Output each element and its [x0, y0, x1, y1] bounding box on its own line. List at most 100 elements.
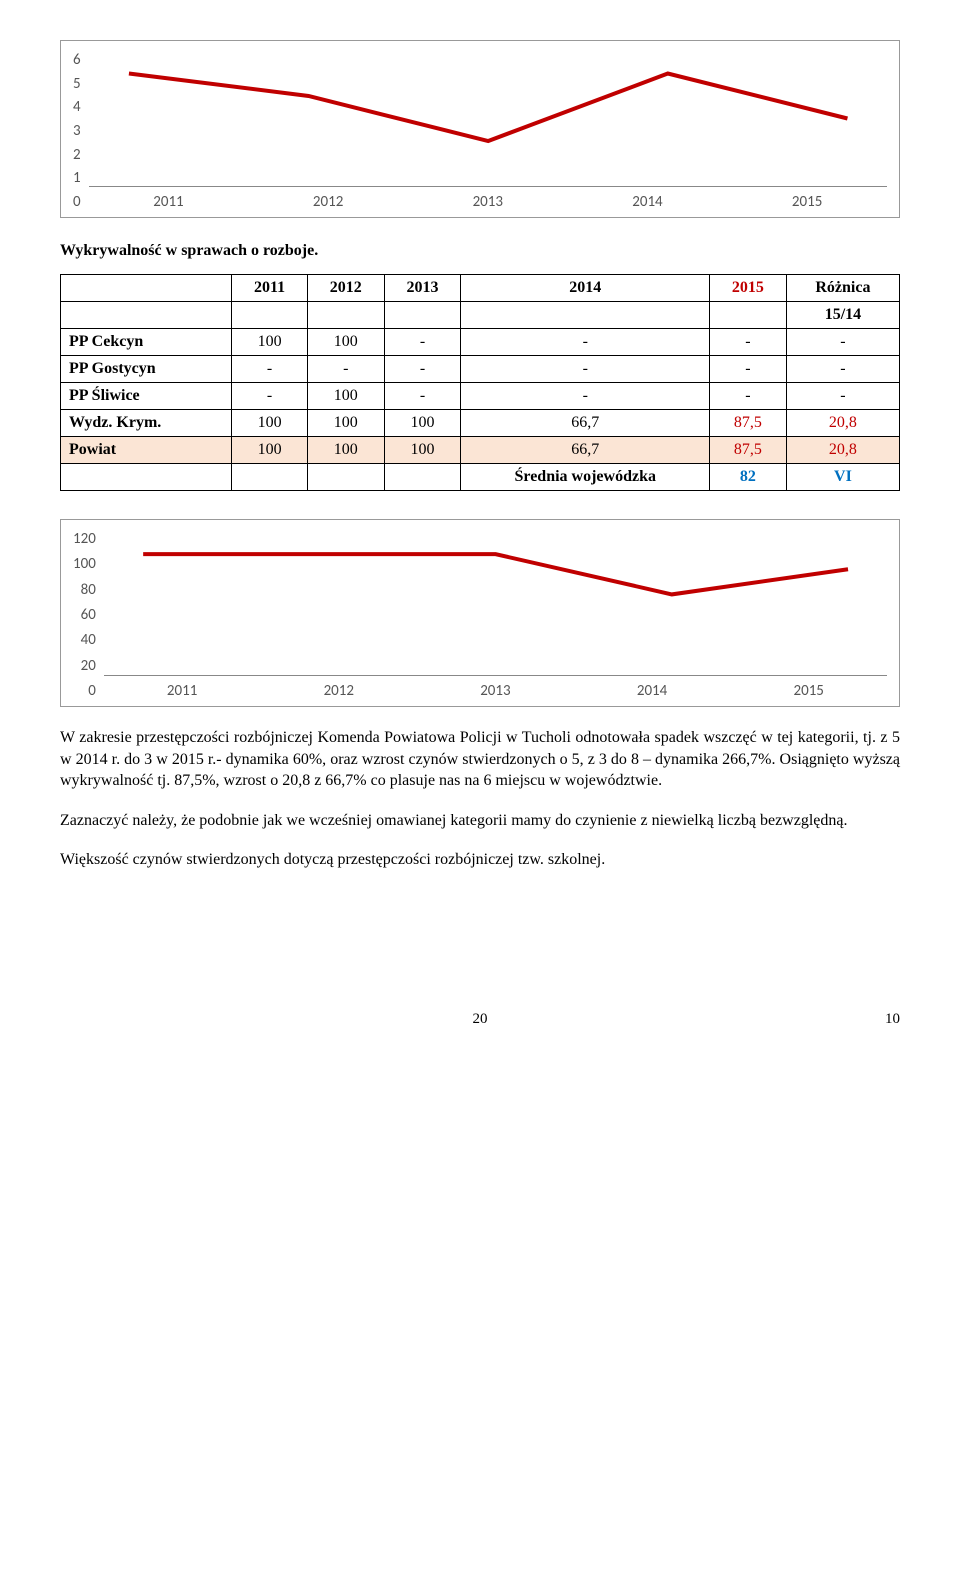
footer-center: 20	[473, 1011, 488, 1028]
table-cell: -	[307, 356, 384, 383]
chart-1: 6543210 20112012201320142015	[60, 40, 900, 218]
table-cell-empty	[232, 464, 307, 491]
chart-2-plot-wrap: 20112012201320142015	[104, 530, 887, 700]
table-row: PP Cekcyn100100----	[61, 329, 900, 356]
table-cell: -	[461, 329, 710, 356]
chart-2-y-axis: 120 100 80 60 40 20 0	[73, 530, 104, 700]
footer-right: 10	[885, 1011, 900, 1028]
paragraph-2: Zaznaczyć należy, że podobnie jak we wcz…	[60, 810, 900, 832]
table-header-cell: 2015	[710, 275, 787, 302]
table-cell: 100	[384, 437, 461, 464]
table-cell: -	[384, 356, 461, 383]
chart-2: 120 100 80 60 40 20 0 20112012201320142015	[60, 519, 900, 707]
y-tick: 60	[81, 606, 96, 624]
y-tick: 80	[81, 581, 96, 599]
table-cell: -	[710, 356, 787, 383]
chart-2-svg	[104, 530, 887, 675]
table-cell: -	[786, 329, 899, 356]
table-spacer-row: 15/14	[61, 302, 900, 329]
table-row: Wydz. Krym.10010010066,787,520,8	[61, 410, 900, 437]
table-row-powiat: Powiat10010010066,787,520,8	[61, 437, 900, 464]
y-tick: 4	[73, 98, 81, 116]
table-cell: 100	[232, 329, 307, 356]
table-cell: 100	[307, 329, 384, 356]
chart-1-x-axis: 20112012201320142015	[89, 187, 887, 211]
table-cell: -	[710, 383, 787, 410]
chart-1-inner: 6543210 20112012201320142015	[73, 51, 887, 211]
y-tick: 120	[73, 530, 96, 548]
y-tick: 20	[81, 657, 96, 675]
x-tick: 2015	[730, 682, 887, 700]
table-cell: 100	[307, 437, 384, 464]
chart-2-x-axis: 20112012201320142015	[104, 676, 887, 700]
chart-1-plot	[89, 51, 887, 187]
chart-2-line	[143, 554, 848, 594]
table-cell: 87,5	[710, 410, 787, 437]
y-tick: 1	[73, 169, 81, 187]
table-cell: -	[232, 356, 307, 383]
table-cell: 100	[384, 410, 461, 437]
row-label: PP Gostycyn	[61, 356, 232, 383]
section-title: Wykrywalność w sprawach o rozboje.	[60, 242, 900, 260]
row-label: PP Cekcyn	[61, 329, 232, 356]
table-row: PP Śliwice-100----	[61, 383, 900, 410]
row-label: Powiat	[61, 437, 232, 464]
chart-1-y-axis: 6543210	[73, 51, 89, 211]
chart-1-plot-wrap: 20112012201320142015	[89, 51, 887, 211]
x-tick: 2012	[260, 682, 417, 700]
y-tick: 5	[73, 75, 81, 93]
table-cell: 100	[232, 437, 307, 464]
y-tick: 6	[73, 51, 81, 69]
table-header-cell: Różnica	[786, 275, 899, 302]
table-cell: 87,5	[710, 437, 787, 464]
x-tick: 2014	[574, 682, 731, 700]
table-cell: 100	[307, 383, 384, 410]
y-tick: 40	[81, 631, 96, 649]
x-tick: 2014	[568, 193, 728, 211]
y-tick: 2	[73, 146, 81, 164]
table-cell-empty	[61, 464, 232, 491]
paragraph-3: Większość czynów stwierdzonych dotyczą p…	[60, 849, 900, 871]
table-row-average: Średnia wojewódzka82VI	[61, 464, 900, 491]
table-cell: -	[232, 383, 307, 410]
chart-2-inner: 120 100 80 60 40 20 0 20112012201320142015	[73, 530, 887, 700]
chart-1-line	[129, 74, 848, 142]
page-footer: 20 10	[60, 1011, 900, 1028]
paragraph-1: W zakresie przestępczości rozbójniczej K…	[60, 727, 900, 792]
detection-table: 20112012201320142015Różnica 15/14 PP Cek…	[60, 274, 900, 491]
table-header-cell: 2012	[307, 275, 384, 302]
table-cell: -	[786, 356, 899, 383]
table-cell-empty	[307, 464, 384, 491]
table-subheader-last: 15/14	[786, 302, 899, 329]
x-tick: 2011	[89, 193, 249, 211]
row-label: PP Śliwice	[61, 383, 232, 410]
table-body: PP Cekcyn100100----PP Gostycyn------PP Ś…	[61, 329, 900, 491]
table-cell: VI	[786, 464, 899, 491]
x-tick: 2011	[104, 682, 261, 700]
y-tick: 0	[88, 682, 96, 700]
chart-1-svg	[89, 51, 887, 186]
table-cell: -	[786, 383, 899, 410]
y-tick: 0	[73, 193, 81, 211]
table-cell: 66,7	[461, 437, 710, 464]
table-cell: -	[384, 329, 461, 356]
table-cell: 20,8	[786, 410, 899, 437]
row-label: Wydz. Krym.	[61, 410, 232, 437]
table-header-cell: 2011	[232, 275, 307, 302]
table-cell: 66,7	[461, 410, 710, 437]
table-cell: -	[461, 383, 710, 410]
table-cell-empty	[384, 464, 461, 491]
table-cell: 82	[710, 464, 787, 491]
table-cell: 100	[232, 410, 307, 437]
row-label-average: Średnia wojewódzka	[461, 464, 710, 491]
table-row: PP Gostycyn------	[61, 356, 900, 383]
x-tick: 2012	[248, 193, 408, 211]
table-header-cell: 2013	[384, 275, 461, 302]
x-tick: 2013	[408, 193, 568, 211]
x-tick: 2013	[417, 682, 574, 700]
table-header-cell: 2014	[461, 275, 710, 302]
y-tick: 100	[73, 555, 96, 573]
table-cell: -	[384, 383, 461, 410]
table-header-cell	[61, 275, 232, 302]
table-cell: 20,8	[786, 437, 899, 464]
